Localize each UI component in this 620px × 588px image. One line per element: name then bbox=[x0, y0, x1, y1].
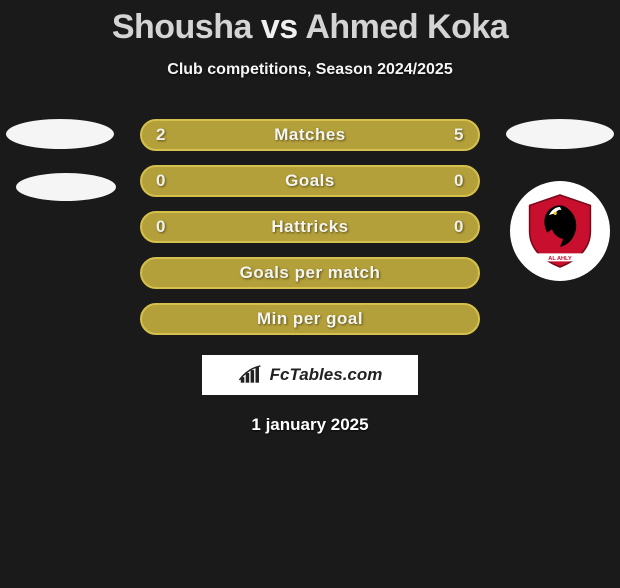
vs-separator: vs bbox=[261, 8, 298, 46]
stats-area: AL AHLY 2 Matches 5 0 Goals 0 0 Hattrick… bbox=[0, 119, 620, 435]
left-placeholder-oval-2 bbox=[16, 173, 116, 201]
player1-name: Shousha bbox=[112, 8, 252, 46]
footer-brand[interactable]: FcTables.com bbox=[202, 355, 418, 395]
stat-left-value: 0 bbox=[156, 171, 166, 191]
club-badge-right: AL AHLY bbox=[510, 181, 610, 281]
brand-text: FcTables.com bbox=[270, 365, 383, 385]
right-placeholder-oval bbox=[506, 119, 614, 149]
stat-right-value: 0 bbox=[454, 171, 464, 191]
bar-chart-icon bbox=[238, 363, 266, 387]
stats-rows: 2 Matches 5 0 Goals 0 0 Hattricks 0 Goal… bbox=[140, 119, 480, 335]
al-ahly-crest-icon: AL AHLY bbox=[520, 191, 600, 271]
stat-left-value: 2 bbox=[156, 125, 166, 145]
stat-label: Goals bbox=[285, 171, 335, 191]
svg-text:AL AHLY: AL AHLY bbox=[548, 256, 572, 262]
stat-row-hattricks: 0 Hattricks 0 bbox=[140, 211, 480, 243]
stat-row-min-per-goal: Min per goal bbox=[140, 303, 480, 335]
stat-label: Min per goal bbox=[257, 309, 363, 329]
stat-left-value: 0 bbox=[156, 217, 166, 237]
footer-date: 1 january 2025 bbox=[0, 415, 620, 435]
page-title: Shousha vs Ahmed Koka bbox=[0, 8, 620, 47]
subtitle: Club competitions, Season 2024/2025 bbox=[0, 61, 620, 79]
stat-row-goals: 0 Goals 0 bbox=[140, 165, 480, 197]
stat-right-value: 0 bbox=[454, 217, 464, 237]
stat-row-goals-per-match: Goals per match bbox=[140, 257, 480, 289]
left-placeholder-oval-1 bbox=[6, 119, 114, 149]
stat-label: Goals per match bbox=[240, 263, 381, 283]
stat-row-matches: 2 Matches 5 bbox=[140, 119, 480, 151]
stat-label: Hattricks bbox=[271, 217, 348, 237]
stat-right-value: 5 bbox=[454, 125, 464, 145]
player2-name: Ahmed Koka bbox=[305, 8, 508, 46]
stat-label: Matches bbox=[274, 125, 346, 145]
